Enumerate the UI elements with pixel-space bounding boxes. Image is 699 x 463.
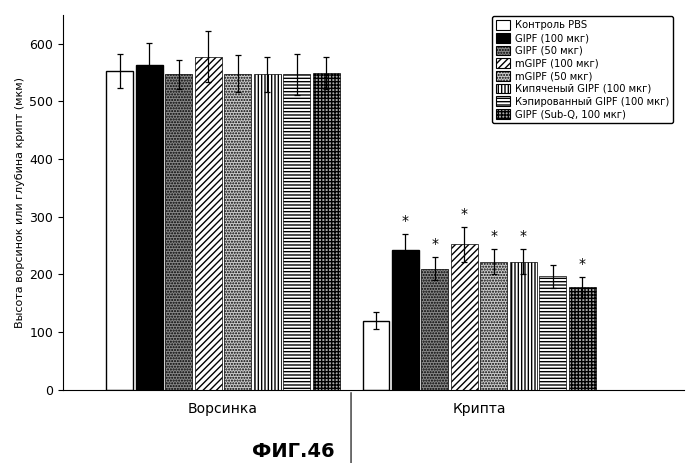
Bar	[195, 56, 222, 390]
Bar	[283, 75, 310, 390]
Bar	[451, 244, 478, 390]
Bar	[510, 262, 537, 390]
Bar	[136, 65, 163, 390]
Text: ФИГ.46: ФИГ.46	[252, 442, 335, 461]
Text: *: *	[579, 257, 586, 271]
Bar	[363, 320, 389, 390]
Bar	[421, 269, 448, 390]
Text: *: *	[490, 229, 497, 244]
Bar	[224, 74, 251, 390]
Text: *: *	[431, 238, 438, 251]
Bar	[569, 287, 596, 390]
Bar	[480, 262, 507, 390]
Legend: Контроль PBS, GIPF (100 мкг), GIPF (50 мкг), mGIPF (100 мкг), mGIPF (50 мкг), Ки: Контроль PBS, GIPF (100 мкг), GIPF (50 м…	[491, 16, 673, 123]
Text: *: *	[461, 207, 468, 221]
Bar	[540, 276, 566, 390]
Text: *: *	[520, 229, 527, 244]
Y-axis label: Высота ворсинок или глубина крипт (мкм): Высота ворсинок или глубина крипт (мкм)	[15, 77, 25, 328]
Bar	[254, 75, 280, 390]
Bar	[312, 73, 340, 390]
Bar	[106, 71, 134, 390]
Bar	[166, 75, 192, 390]
Bar	[392, 250, 419, 390]
Text: *: *	[402, 214, 409, 228]
